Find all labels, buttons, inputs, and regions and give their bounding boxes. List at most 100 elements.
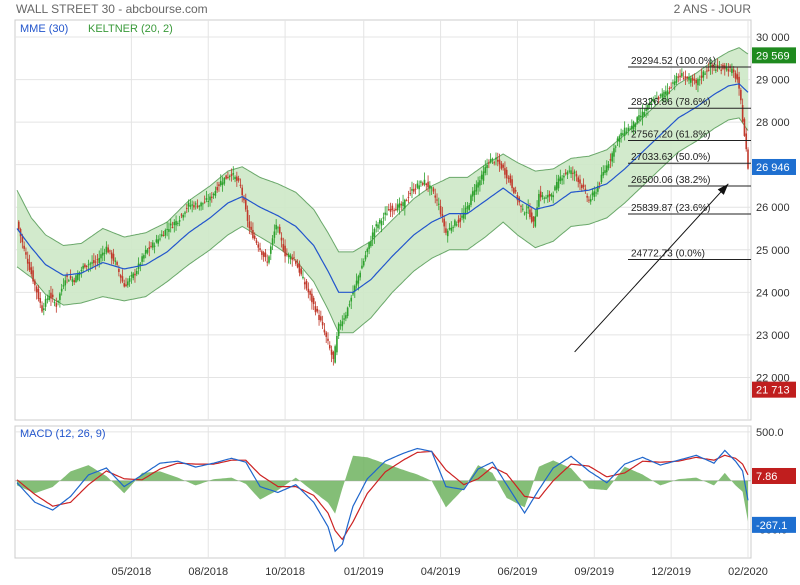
candle-body <box>32 270 34 282</box>
candle-body <box>53 302 56 304</box>
macd-histogram <box>17 455 748 522</box>
candle-body <box>175 220 177 226</box>
candle-body <box>398 203 401 208</box>
candle-body <box>559 176 562 182</box>
candle-body <box>89 263 92 265</box>
candle-body <box>252 229 254 239</box>
candle-body <box>41 305 43 312</box>
candle-body <box>530 212 533 222</box>
candle-body <box>352 292 354 295</box>
price-badge-box <box>752 47 796 64</box>
candle-body <box>593 191 596 197</box>
candle-body <box>718 67 721 69</box>
candle-body <box>85 266 88 268</box>
candle-body <box>355 280 358 286</box>
candle-body <box>150 245 152 247</box>
candle-body <box>505 169 508 179</box>
macd-series <box>16 447 749 553</box>
candle-body <box>185 207 188 209</box>
candle-body <box>589 199 592 202</box>
candle-body <box>66 274 68 277</box>
candle-body <box>91 262 93 264</box>
candle-body <box>607 164 610 169</box>
legend-mme: MME (30) <box>20 23 68 35</box>
candle-body <box>557 178 560 189</box>
candle-body <box>690 78 692 83</box>
candle-body <box>412 189 415 192</box>
fib-level-label: 25839.87 (23.6%) <box>631 203 711 214</box>
candle-body <box>432 188 435 192</box>
candle-body <box>39 298 42 303</box>
candle-body <box>169 223 172 226</box>
candle-body <box>727 69 730 72</box>
candle-body <box>380 220 383 226</box>
candle-body <box>645 108 647 111</box>
candle-body <box>182 215 185 218</box>
mme-series <box>16 83 749 293</box>
candle-body <box>298 263 301 273</box>
candle-body <box>87 264 90 266</box>
candle-body <box>236 176 238 181</box>
candle-body <box>62 285 65 287</box>
candle-body <box>434 195 437 198</box>
candle-body <box>103 252 106 254</box>
fib-level-label: 27567.20 (61.8%) <box>631 130 711 141</box>
y-tick-label: 28 000 <box>756 117 790 129</box>
candle-body <box>606 165 608 173</box>
period-label: 2 ANS - JOUR <box>674 2 752 16</box>
candle-body <box>604 170 606 173</box>
candlesticks <box>17 58 749 366</box>
candle-body <box>570 170 572 175</box>
candle-body <box>454 220 456 226</box>
candle-body <box>280 237 283 241</box>
candle-body <box>507 177 510 179</box>
candle-body <box>28 262 31 270</box>
candle-body <box>706 70 708 72</box>
candle-body <box>339 324 342 326</box>
candle-body <box>641 111 644 119</box>
candle-body <box>303 282 306 285</box>
candle-body <box>68 280 70 282</box>
candle-body <box>668 88 671 90</box>
candle-body <box>71 279 74 282</box>
candle-body <box>100 254 102 259</box>
candle-body <box>277 227 279 229</box>
candle-body <box>316 308 319 312</box>
candle-body <box>421 183 424 185</box>
candle-body <box>82 265 84 269</box>
candle-body <box>84 264 86 268</box>
candle-body <box>60 288 63 292</box>
candle-body <box>450 227 453 231</box>
candle-body <box>632 121 635 130</box>
candle-body <box>409 192 412 194</box>
macd-badge-box <box>752 516 796 533</box>
candle-body <box>414 188 417 190</box>
candle-body <box>484 167 487 173</box>
candle-body <box>59 293 61 300</box>
candle-body <box>311 293 313 303</box>
candle-body <box>586 195 588 198</box>
candle-body <box>193 205 195 208</box>
candle-body <box>178 220 181 222</box>
candle-body <box>382 217 385 219</box>
candle-body <box>554 186 556 191</box>
candle-body <box>584 188 587 191</box>
candle-body <box>552 195 554 198</box>
candle-body <box>695 79 697 84</box>
candle-body <box>489 158 492 163</box>
candle-body <box>21 236 24 243</box>
candle-body <box>579 179 581 184</box>
candle-body <box>211 196 213 198</box>
candle-body <box>566 172 569 175</box>
x-tick-label: 04/2019 <box>421 566 461 578</box>
candle-body <box>128 278 131 282</box>
candle-body <box>218 184 220 187</box>
candle-body <box>293 257 295 259</box>
candle-body <box>400 203 403 206</box>
candle-body <box>659 94 662 96</box>
candle-body <box>248 221 251 229</box>
candle-body <box>411 188 413 191</box>
candle-body <box>225 175 227 179</box>
candle-body <box>734 72 737 79</box>
